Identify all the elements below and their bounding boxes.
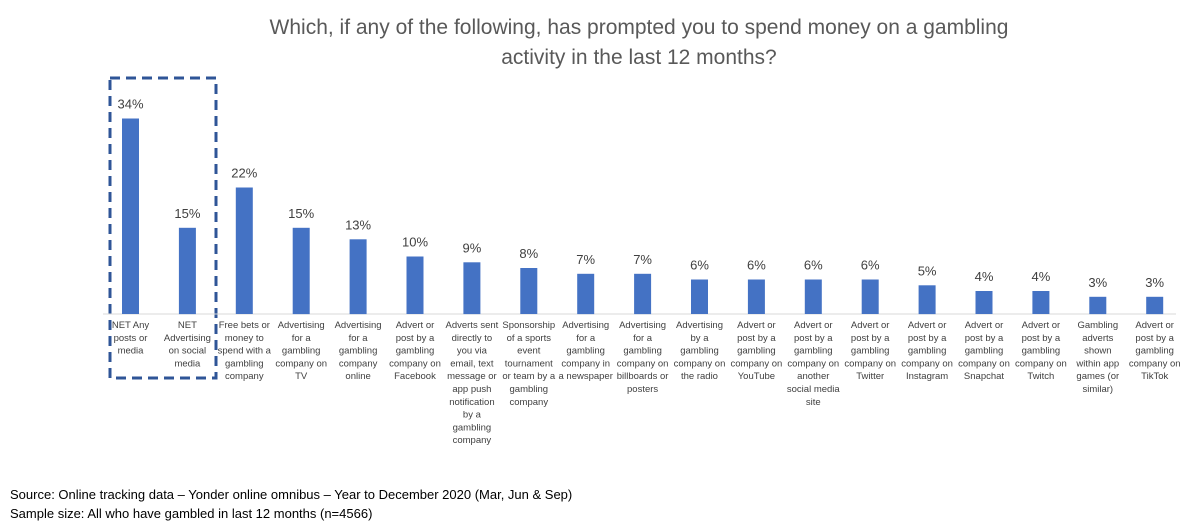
source-note: Source: Online tracking data – Yonder on… xyxy=(10,487,572,502)
bar-5 xyxy=(406,256,424,314)
bar-16 xyxy=(1032,291,1050,314)
bar-11 xyxy=(747,279,765,314)
value-label-2: 22% xyxy=(231,166,257,181)
category-label-1: NET Advertising on social media xyxy=(164,320,211,369)
value-label-11: 6% xyxy=(747,258,766,273)
bar-13 xyxy=(861,279,879,314)
category-label-10: Advertising by a gambling company on the rad… xyxy=(674,320,726,382)
category-label-13: Advert or post by a gambling company on Twit… xyxy=(844,320,896,382)
category-label-5: Advert or post by a gambling company on Face… xyxy=(389,320,441,382)
value-label-5: 10% xyxy=(402,235,428,250)
category-label-17: Gambling adverts shown within app games (or s… xyxy=(1075,320,1119,395)
value-label-8: 7% xyxy=(576,252,595,267)
category-label-8: Advertising for a gambling company in a news… xyxy=(558,320,612,382)
bar-2 xyxy=(235,187,253,314)
bar-series xyxy=(122,118,1164,315)
chart-title-line-2: activity in the last 12 months? xyxy=(501,46,776,69)
category-label-11: Advert or post by a gambling company on YouT… xyxy=(731,320,783,382)
bar-14 xyxy=(918,285,936,315)
category-labels: NET Any posts or media NET Advertising on soc… xyxy=(112,320,1181,446)
value-label-3: 15% xyxy=(288,206,314,221)
bar-3 xyxy=(292,227,310,315)
value-label-18: 3% xyxy=(1145,275,1164,290)
value-label-10: 6% xyxy=(690,258,709,273)
value-label-0: 34% xyxy=(117,97,143,112)
bar-7 xyxy=(520,268,538,314)
category-label-12: Advert or post by a gambling company on anot… xyxy=(787,320,841,408)
bar-0 xyxy=(122,118,139,314)
value-label-4: 13% xyxy=(345,217,371,232)
value-label-12: 6% xyxy=(804,258,823,273)
category-label-0: NET Any posts or media xyxy=(112,320,150,357)
net-highlight-box xyxy=(108,76,218,380)
value-label-1: 15% xyxy=(174,206,200,221)
bar-12 xyxy=(804,279,822,314)
category-label-14: Advert or post by a gambling company on Inst… xyxy=(901,320,953,382)
bar-6 xyxy=(463,262,481,315)
category-label-15: Advert or post by a gambling company on Snap… xyxy=(958,320,1010,382)
bar-1 xyxy=(178,227,196,315)
value-label-15: 4% xyxy=(975,269,994,284)
value-label-6: 9% xyxy=(463,240,482,255)
category-label-9: Advertising for a gambling company on billbo… xyxy=(617,320,669,395)
bar-8 xyxy=(577,273,595,315)
category-label-6: Adverts sent directly to you via email, tex… xyxy=(445,320,498,446)
bar-4 xyxy=(349,239,367,315)
value-label-9: 7% xyxy=(633,252,652,267)
bar-10 xyxy=(691,279,708,314)
category-label-2: Free bets or money to spend with a gambling… xyxy=(218,320,272,382)
bar-17 xyxy=(1089,296,1107,315)
bar-9 xyxy=(634,273,652,315)
value-label-17: 3% xyxy=(1088,275,1107,290)
category-label-3: Advertising for a gambling company on TV xyxy=(275,320,327,382)
value-label-14: 5% xyxy=(918,263,937,278)
category-label-4: Advertising for a gambling company online xyxy=(335,320,382,382)
value-label-16: 4% xyxy=(1032,269,1051,284)
value-label-13: 6% xyxy=(861,258,880,273)
value-label-7: 8% xyxy=(519,246,538,261)
value-labels: 34% 15% 22% 15% 13% 10% 9% 8% 7% 7% 6% 6% 6% 6% 5% 4% 4%… xyxy=(117,97,1164,290)
category-label-18: Advert or post by a gambling company on TikT… xyxy=(1129,320,1181,382)
bar-18 xyxy=(1146,296,1164,315)
sample-size-note: Sample size: All who have gambled in las… xyxy=(10,506,372,521)
category-label-16: Advert or post by a gambling company on Twit… xyxy=(1015,320,1067,382)
bar-15 xyxy=(975,291,993,314)
chart-title-line-1: Which, if any of the following, has prom… xyxy=(270,16,1009,39)
chart-title: Which, if any of the following, has prom… xyxy=(270,16,1009,69)
category-label-7: Sponsorship of a sports event tournament or … xyxy=(502,320,556,408)
